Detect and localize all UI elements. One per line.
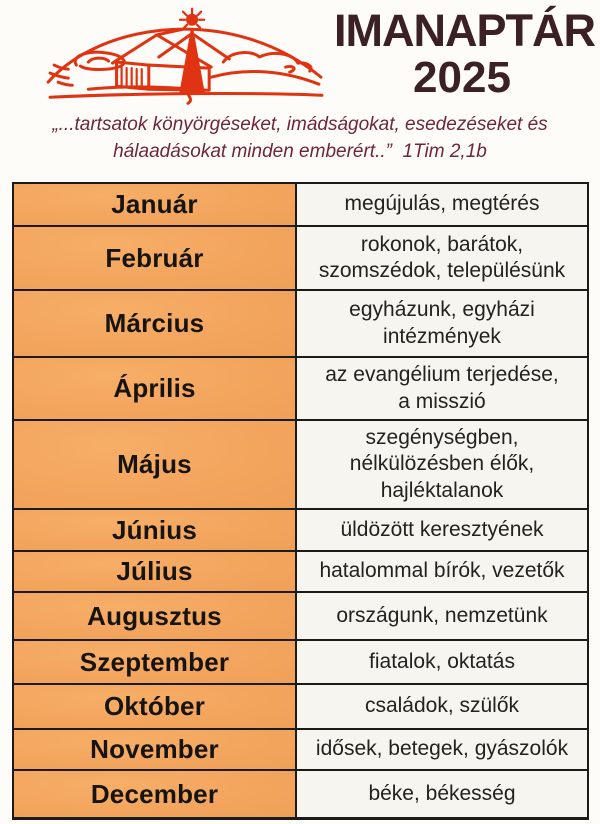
person-figure-icon	[157, 7, 231, 94]
topic-cell: országunk, nemzetünk	[297, 593, 587, 639]
month-cell: Szeptember	[14, 641, 297, 683]
month-cell: Március	[14, 291, 297, 356]
table-row-junius: Június üldözött keresztyének	[14, 508, 587, 550]
topic-cell: szegénységben, nélkülözésben élők, hajlé…	[297, 421, 587, 508]
calendar-table: Január megújulás, megtérés Február rokon…	[12, 182, 589, 820]
table-row-januar: Január megújulás, megtérés	[14, 184, 587, 225]
cloud-right-icon	[221, 51, 313, 74]
title-block: IMANAPTÁR 2025	[334, 5, 596, 102]
month-cell: Augusztus	[14, 593, 297, 639]
month-cell: Június	[14, 510, 297, 550]
ground-lines	[48, 70, 324, 105]
scripture-quote: „...tartsatok könyörgéseket, imádságokat…	[52, 114, 548, 162]
month-cell: Április	[14, 358, 297, 419]
topic-cell: családok, szülők	[297, 685, 587, 728]
table-row-augusztus: Augusztus országunk, nemzetünk	[14, 591, 587, 639]
topic-cell: üldözött keresztyének	[297, 510, 587, 550]
church-logo-icon	[46, 7, 324, 105]
topic-cell: egyházunk, egyházi intézmények	[297, 291, 587, 356]
topic-cell: béke, békesség	[297, 771, 587, 817]
month-cell: November	[14, 730, 297, 769]
page-year: 2025	[413, 52, 511, 102]
table-row-majus: Május szegénységben, nélkülözésben élők,…	[14, 419, 587, 508]
table-row-november: November idősek, betegek, gyászolók	[14, 728, 587, 769]
month-cell: Május	[14, 421, 297, 508]
topic-cell: az evangélium terjedése, a misszió	[297, 358, 587, 419]
topic-cell: fiatalok, oktatás	[297, 641, 587, 683]
topic-cell: idősek, betegek, gyászolók	[297, 730, 587, 769]
table-row-szeptember: Szeptember fiatalok, oktatás	[14, 639, 587, 683]
month-cell: Február	[14, 227, 297, 289]
month-cell: Október	[14, 685, 297, 728]
table-row-marcius: Március egyházunk, egyházi intézmények	[14, 289, 587, 356]
topic-cell: rokonok, barátok, szomszédok, településü…	[297, 227, 587, 289]
table-row-aprilis: Április az evangélium terjedése, a missz…	[14, 356, 587, 419]
table-row-december: December béke, békesség	[14, 769, 587, 817]
page-title: IMANAPTÁR	[334, 5, 596, 56]
month-cell: Január	[14, 184, 297, 225]
topic-cell: megújulás, megtérés	[297, 184, 587, 225]
month-cell: December	[14, 771, 297, 817]
cloud-left-icon	[48, 50, 126, 87]
month-cell: Július	[14, 552, 297, 591]
table-row-oktober: Október családok, szülők	[14, 683, 587, 728]
topic-cell: hatalommal bírók, vezetők	[297, 552, 587, 591]
table-row-julius: Július hatalommal bírók, vezetők	[14, 550, 587, 591]
table-row-februar: Február rokonok, barátok, szomszédok, te…	[14, 225, 587, 289]
